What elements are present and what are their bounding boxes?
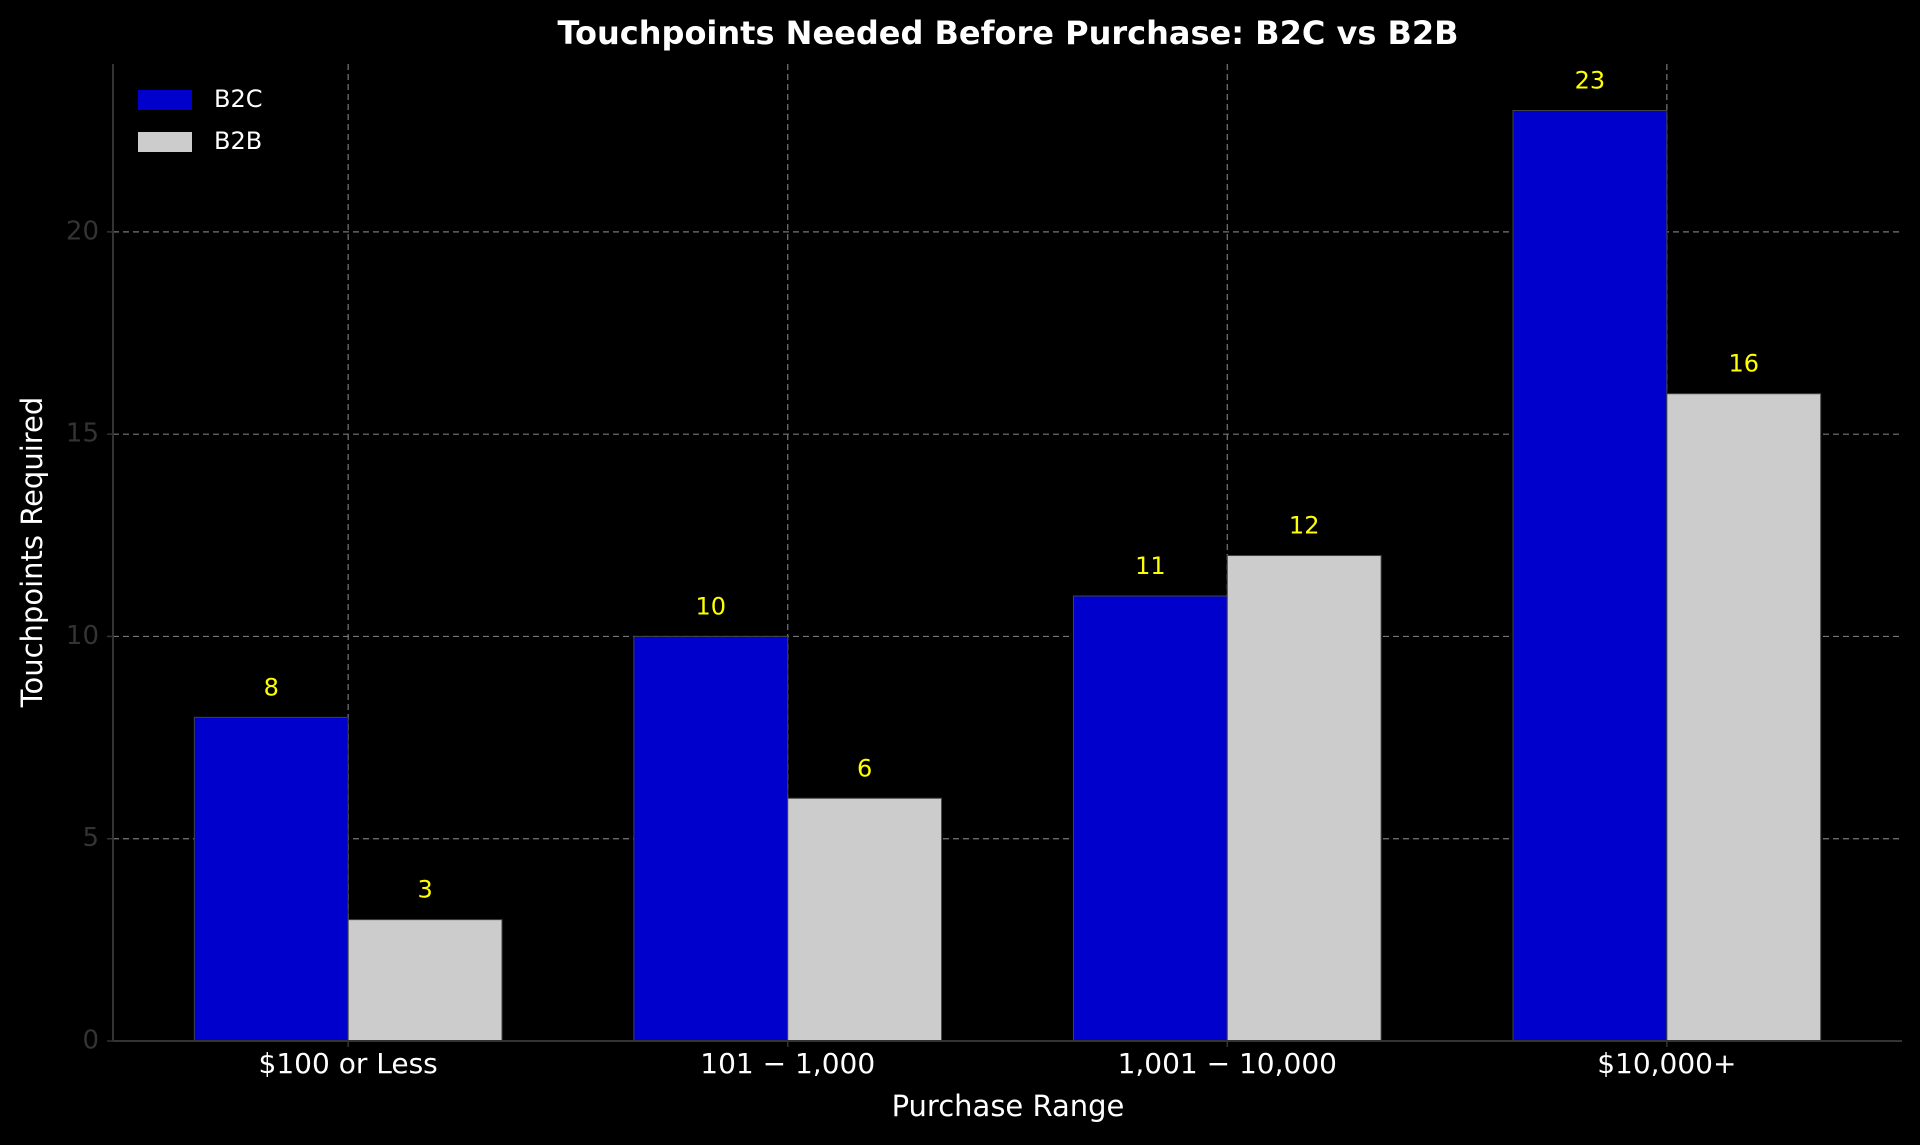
value-label: 6 (857, 754, 872, 782)
legend-swatch (138, 90, 192, 110)
x-tick-label: $10,000+ (1597, 1047, 1736, 1080)
value-label: 12 (1289, 512, 1320, 540)
chart-title: Touchpoints Needed Before Purchase: B2C … (557, 14, 1458, 52)
y-tick-label: 10 (66, 621, 99, 651)
value-label: 3 (417, 876, 432, 904)
y-tick-label: 15 (66, 419, 99, 449)
value-label: 23 (1575, 67, 1606, 95)
legend-swatch (138, 132, 192, 152)
y-tick-label: 20 (66, 216, 99, 246)
legend-label: B2C (214, 85, 263, 113)
bar (193, 716, 349, 1042)
value-label: 11 (1135, 552, 1166, 580)
x-tick-label: 1,001 − 10,000 (1118, 1047, 1337, 1080)
y-tick-label: 5 (82, 823, 99, 853)
bar (633, 635, 789, 1042)
value-label: 10 (696, 592, 727, 620)
bar (1512, 110, 1668, 1042)
x-tick-label: 101 − 1,000 (700, 1047, 875, 1080)
legend-label: B2B (214, 127, 262, 155)
bar (1226, 555, 1382, 1042)
bar (347, 919, 503, 1042)
bar (787, 797, 943, 1042)
x-axis-label: Purchase Range (892, 1089, 1125, 1123)
x-tick-label: $100 or Less (259, 1047, 438, 1080)
bar (1666, 393, 1822, 1042)
y-axis-label: Touchpoints Required (15, 397, 49, 709)
y-tick-label: 0 (82, 1026, 99, 1056)
bar (1072, 595, 1228, 1042)
value-label: 16 (1728, 350, 1759, 378)
value-label: 8 (264, 673, 279, 701)
